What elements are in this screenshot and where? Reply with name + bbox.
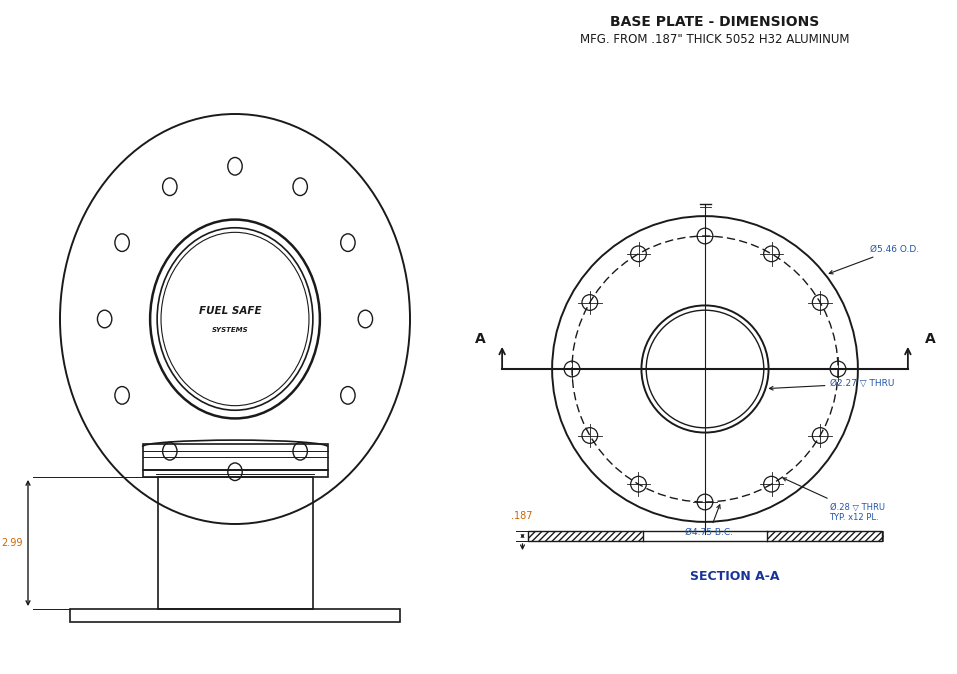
Text: MFG. FROM .187" THICK 5052 H32 ALUMINUM: MFG. FROM .187" THICK 5052 H32 ALUMINUM — [580, 32, 850, 46]
Ellipse shape — [161, 233, 309, 406]
Text: .187: .187 — [511, 511, 532, 521]
Bar — [158, 477, 313, 609]
Text: Ø5.46 O.D.: Ø5.46 O.D. — [829, 245, 920, 274]
Bar — [767, 531, 882, 541]
Text: Ø.28 ▽ THRU
TYP. x12 PL.: Ø.28 ▽ THRU TYP. x12 PL. — [783, 478, 884, 522]
Bar — [527, 531, 882, 541]
Text: A: A — [475, 332, 485, 346]
Text: A: A — [924, 332, 935, 346]
Bar — [70, 609, 400, 622]
Text: BASE PLATE - DIMENSIONS: BASE PLATE - DIMENSIONS — [611, 15, 819, 29]
Text: SYSTEMS: SYSTEMS — [211, 327, 248, 333]
Text: SECTION A-A: SECTION A-A — [690, 570, 780, 582]
Text: FUEL SAFE: FUEL SAFE — [199, 306, 261, 316]
Bar — [143, 444, 327, 470]
Bar — [527, 531, 643, 541]
Text: Ø2.27 ▽ THRU: Ø2.27 ▽ THRU — [769, 379, 895, 390]
Text: Ø4.75 B.C.: Ø4.75 B.C. — [685, 505, 733, 537]
Text: 2.99: 2.99 — [1, 538, 23, 548]
Bar — [143, 470, 327, 477]
